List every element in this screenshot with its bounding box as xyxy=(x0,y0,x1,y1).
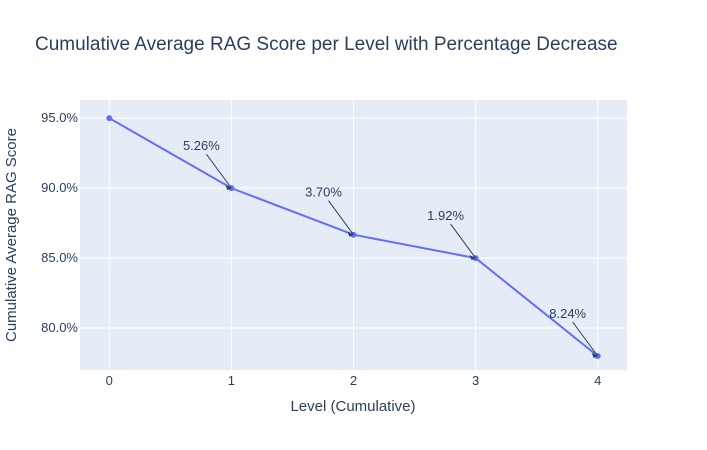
annotation-arrow-3 xyxy=(572,321,599,357)
annotation-layer: 5.26% 3.70% 1.92% 8.24% xyxy=(183,138,599,359)
x-tick-label-3: 3 xyxy=(472,373,479,388)
x-axis-title: Level (Cumulative) xyxy=(290,398,415,415)
annotation-arrow-1 xyxy=(328,200,354,236)
annotation-label-3: 8.24% xyxy=(549,306,586,321)
y-tick-label-3: 95.0% xyxy=(41,110,78,125)
y-tick-label-2: 90.0% xyxy=(41,180,78,195)
x-tick-labels: 0 1 2 3 4 xyxy=(106,373,602,388)
annotation-label-0: 5.26% xyxy=(183,138,220,153)
annotation-label-1: 3.70% xyxy=(305,185,342,200)
annotation-label-2: 1.92% xyxy=(427,208,464,223)
y-tick-label-0: 80.0% xyxy=(41,320,78,335)
chart-title: Cumulative Average RAG Score per Level w… xyxy=(35,34,618,55)
annotation-arrow-2 xyxy=(450,223,477,259)
data-point-0 xyxy=(106,115,113,122)
x-tick-label-0: 0 xyxy=(106,373,113,388)
x-tick-label-4: 4 xyxy=(594,373,601,388)
annotation-arrow-0 xyxy=(205,153,232,189)
x-tick-label-2: 2 xyxy=(350,373,357,388)
y-axis-title: Cumulative Average RAG Score xyxy=(3,128,20,342)
grid xyxy=(80,100,627,370)
y-tick-labels: 80.0% 85.0% 90.0% 95.0% xyxy=(41,110,78,335)
annotation-arrowhead-2 xyxy=(469,255,476,261)
x-tick-label-1: 1 xyxy=(228,373,235,388)
y-tick-label-1: 85.0% xyxy=(41,250,78,265)
annotation-arrowhead-1 xyxy=(347,231,354,237)
annotation-arrowhead-3 xyxy=(591,353,598,359)
annotation-arrowhead-0 xyxy=(225,185,232,191)
